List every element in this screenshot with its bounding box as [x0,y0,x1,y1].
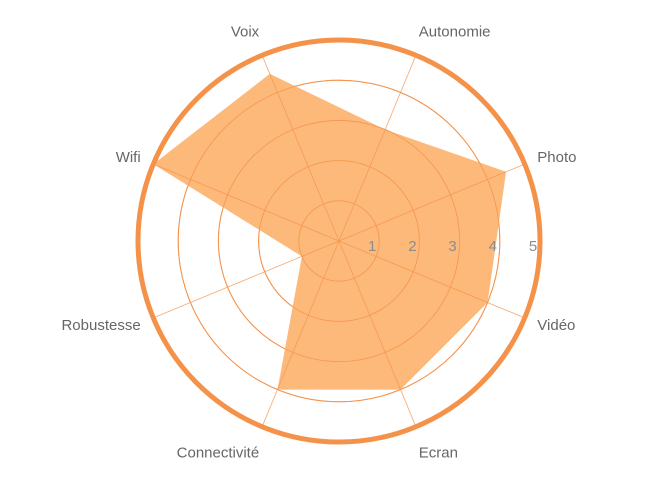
tick-label-1: 1 [368,238,376,255]
outer-ring [135,37,543,445]
grid-circle-overlay-4 [177,79,501,403]
spoke-4 [338,240,417,427]
axis-label-wifi: Wifi [116,149,141,166]
radial-tick-labels: 1 2 3 4 5 [368,238,537,255]
axis-label-photo: Photo [537,149,576,166]
spoke-7 [153,163,340,242]
series-area-1 [153,73,507,390]
tick-label-3: 3 [448,238,456,255]
axis-labels: Autonomie Photo Vidéo Ecran Connectivité Robu… [61,24,576,462]
axis-label-connectivité: Connectivité [177,444,260,461]
grid-circle-overlay-1 [298,200,380,282]
axis-label-robustesse: Robustesse [61,317,140,334]
tick-label-5: 5 [529,238,537,255]
spoke-6 [153,240,340,319]
axis-label-voix: Voix [231,24,260,41]
spoke-5 [261,240,340,427]
axis-label-ecran: Ecran [419,444,458,461]
axis-label-autonomie: Autonomie [419,24,491,41]
spoke-8 [261,55,340,242]
tick-label-4: 4 [489,238,497,255]
radar-spokes [153,55,525,427]
spoke-3 [338,240,525,319]
spoke-2 [338,163,525,242]
grid-circle-overlay-3 [217,119,461,363]
spoke-1 [338,55,417,242]
outer-ring-circle [135,37,543,445]
tick-label-2: 2 [408,238,416,255]
grid-circle-overlay-2 [258,160,420,322]
axis-label-vidéo: Vidéo [537,317,575,334]
